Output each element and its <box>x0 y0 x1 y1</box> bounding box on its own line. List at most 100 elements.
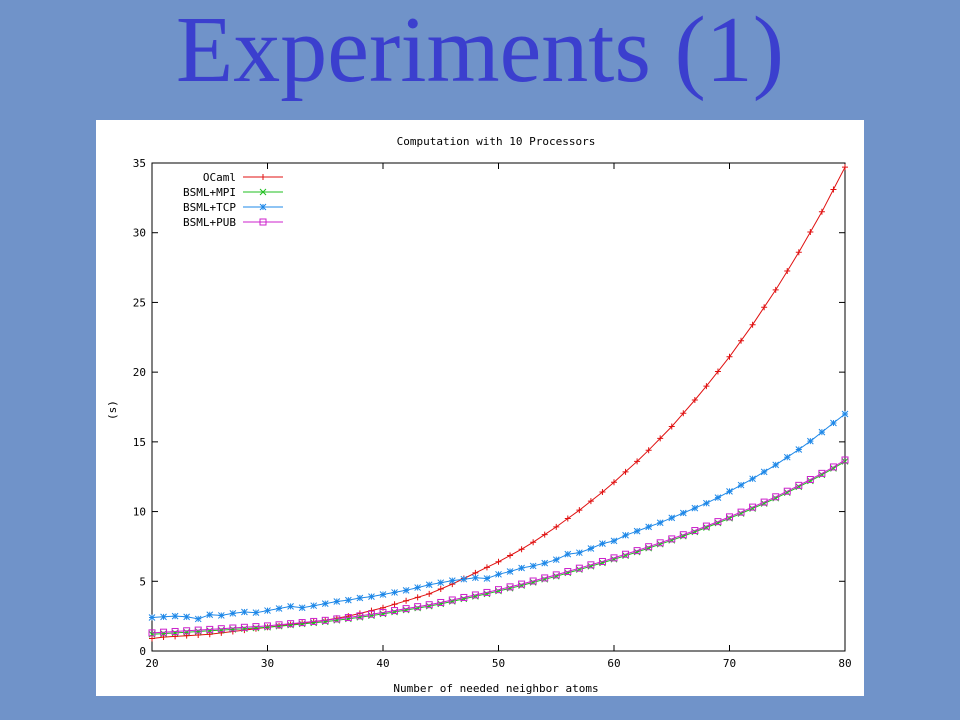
line-chart: Computation with 10 Processors 20 30 40 50 6… <box>106 135 852 695</box>
data-point <box>507 552 514 559</box>
data-point <box>737 508 745 516</box>
data-point <box>541 559 549 567</box>
data-point <box>148 614 156 621</box>
data-point <box>807 229 814 236</box>
data-point <box>599 489 606 496</box>
data-point <box>229 610 237 617</box>
y-tick-label: 20 <box>133 366 146 379</box>
data-point <box>760 468 768 476</box>
data-point <box>460 575 468 583</box>
data-point <box>726 513 733 521</box>
data-point <box>634 458 641 465</box>
legend-marker <box>259 188 267 196</box>
data-point <box>217 625 225 633</box>
axes: 20 30 40 50 60 70 80 0 5 10 15 20 25 30 35 <box>133 157 852 670</box>
data-point <box>367 610 375 618</box>
data-point <box>738 337 745 344</box>
series-bsml-tcp <box>148 410 849 623</box>
y-tick-label: 5 <box>139 575 146 588</box>
data-point <box>830 186 837 193</box>
data-point <box>668 423 675 430</box>
data-point <box>772 493 780 501</box>
data-point <box>714 494 722 501</box>
data-point <box>610 554 618 562</box>
data-point <box>149 635 155 642</box>
data-point <box>333 598 341 605</box>
data-point <box>495 558 502 565</box>
data-point <box>356 594 364 602</box>
legend-label: BSML+TCP <box>183 201 236 214</box>
data-point <box>679 509 687 517</box>
data-point <box>645 523 653 531</box>
series-ocaml <box>149 164 848 642</box>
data-point <box>379 591 387 598</box>
data-point <box>448 596 456 604</box>
data-point <box>483 564 490 571</box>
data-point <box>217 612 225 619</box>
data-point <box>575 549 583 557</box>
data-point <box>564 515 571 522</box>
chart-title: Computation with 10 Processors <box>397 135 596 148</box>
data-point <box>761 304 768 311</box>
data-point <box>541 574 549 582</box>
data-point <box>437 579 445 587</box>
series-line <box>151 166 846 639</box>
data-point <box>691 397 698 404</box>
data-point <box>645 543 653 551</box>
x-tick-label: 60 <box>607 657 620 670</box>
data-point <box>529 577 537 585</box>
data-point <box>587 545 595 552</box>
data-point <box>194 615 202 623</box>
data-point <box>576 507 583 514</box>
data-point <box>391 601 398 608</box>
data-point <box>391 607 399 615</box>
data-point <box>183 627 191 635</box>
data-point <box>495 570 502 578</box>
data-point <box>575 564 583 572</box>
x-tick-label: 30 <box>261 657 274 670</box>
x-tick-label: 50 <box>492 657 505 670</box>
data-point <box>321 616 329 624</box>
data-point <box>772 286 779 293</box>
slide-title: Experiments (1) <box>175 0 785 102</box>
data-point <box>425 581 433 589</box>
data-point <box>587 561 595 569</box>
data-point <box>518 546 525 553</box>
data-point <box>726 488 733 495</box>
data-point <box>668 535 676 543</box>
data-point <box>414 594 421 601</box>
data-point <box>598 557 606 565</box>
data-point <box>298 619 306 627</box>
data-point <box>714 368 721 375</box>
data-point <box>437 598 445 606</box>
data-point <box>321 600 329 607</box>
data-point <box>553 523 560 530</box>
data-point <box>414 603 422 611</box>
x-tick-label: 80 <box>838 657 851 670</box>
series-line <box>151 413 846 620</box>
plot-frame <box>151 162 846 652</box>
plot-panel: Computation with 10 Processors 20 30 40 50 6… <box>96 120 864 696</box>
data-point <box>495 586 502 594</box>
data-point <box>552 571 560 579</box>
legend-label: OCaml <box>203 171 236 184</box>
data-point <box>679 531 687 539</box>
legend-marker <box>259 203 267 211</box>
data-point <box>426 590 433 597</box>
legend-entry: OCaml <box>203 171 283 184</box>
data-point <box>483 588 491 596</box>
y-tick-label: 35 <box>133 157 146 170</box>
data-point <box>275 605 283 612</box>
data-point <box>564 568 572 576</box>
data-point <box>529 562 537 570</box>
data-point <box>680 410 687 417</box>
data-point <box>726 353 733 360</box>
data-point <box>622 550 630 558</box>
data-point <box>818 208 825 215</box>
data-point <box>760 498 768 506</box>
data-point <box>656 539 664 547</box>
data-point <box>795 249 802 256</box>
data-point <box>472 574 479 582</box>
data-point <box>633 527 641 535</box>
data-point <box>599 540 606 547</box>
